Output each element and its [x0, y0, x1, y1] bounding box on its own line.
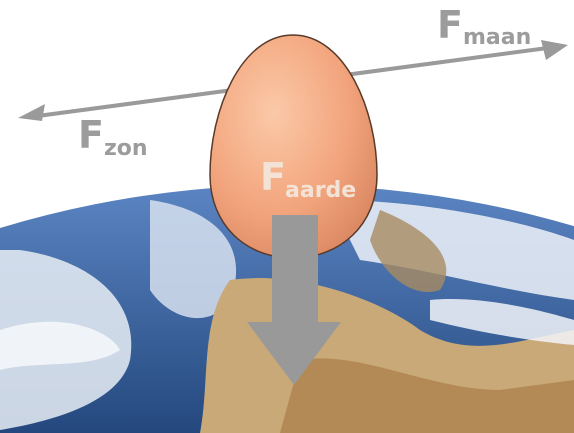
arrowhead	[18, 104, 45, 121]
arrowhead	[541, 40, 568, 60]
force-symbol: F	[260, 155, 286, 199]
label-zon: F zon	[78, 113, 148, 161]
force-subscript: zon	[104, 136, 148, 161]
label-maan: F maan	[437, 3, 531, 50]
force-subscript: aarde	[285, 178, 356, 203]
force-subscript: maan	[463, 25, 531, 50]
diagram: F maan F zon F aarde	[0, 0, 574, 433]
force-symbol: F	[437, 3, 463, 47]
force-symbol: F	[78, 113, 104, 157]
